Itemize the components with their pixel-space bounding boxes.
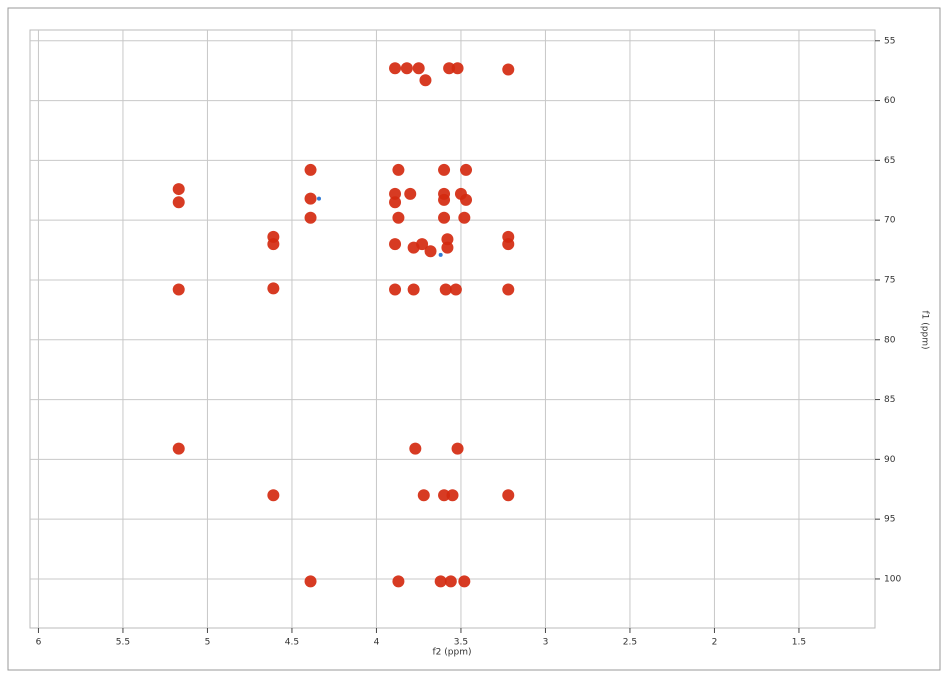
- peak: [172, 196, 185, 209]
- peak: [451, 442, 464, 455]
- peak: [443, 62, 456, 75]
- y-tick-label: 60: [884, 96, 896, 106]
- y-tick-label: 75: [884, 275, 895, 285]
- x-axis-label: f2 (ppm): [433, 648, 472, 658]
- peak: [400, 62, 413, 75]
- peak: [304, 192, 317, 205]
- x-tick-label: 5: [205, 638, 211, 648]
- peak: [458, 575, 471, 588]
- x-tick-label: 4.5: [285, 638, 299, 648]
- peak: [412, 62, 425, 75]
- peak: [172, 442, 185, 455]
- x-tick-label: 3: [543, 638, 549, 648]
- peak: [389, 187, 402, 200]
- peak: [389, 283, 402, 296]
- peak: [407, 283, 420, 296]
- peak: [424, 245, 437, 258]
- y-tick-label: 70: [884, 216, 896, 226]
- peak: [416, 238, 429, 251]
- peak: [444, 575, 457, 588]
- peak: [502, 63, 515, 76]
- peak: [304, 163, 317, 176]
- peak: [304, 211, 317, 224]
- peak: [304, 575, 317, 588]
- peak: [404, 187, 417, 200]
- peak: [389, 62, 402, 75]
- peak: [441, 233, 454, 246]
- peak: [458, 211, 471, 224]
- peak: [389, 238, 402, 251]
- peak: [460, 193, 473, 206]
- peak: [502, 283, 515, 296]
- y-tick-label: 80: [884, 335, 896, 345]
- peak: [502, 238, 515, 251]
- peak: [392, 163, 405, 176]
- peak: [434, 575, 447, 588]
- peak: [172, 183, 185, 196]
- peak: [172, 283, 185, 296]
- x-tick-label: 4: [374, 638, 380, 648]
- x-tick-label: 3.5: [454, 638, 468, 648]
- peak: [417, 489, 430, 502]
- y-tick-label: 85: [884, 395, 895, 405]
- y-tick-label: 95: [884, 515, 895, 525]
- peak: [267, 489, 280, 502]
- plot-area: [29, 29, 876, 629]
- peak: [438, 193, 451, 206]
- peak: [451, 62, 464, 75]
- x-tick-label: 6: [36, 638, 42, 648]
- peak: [438, 252, 443, 257]
- y-axis-label: f1 (ppm): [920, 311, 930, 350]
- peak: [267, 282, 280, 295]
- peak: [316, 196, 321, 201]
- peak: [409, 442, 422, 455]
- peak: [446, 489, 459, 502]
- y-tick-label: 65: [884, 156, 895, 166]
- peak: [419, 74, 432, 87]
- peak: [389, 196, 402, 209]
- peak: [267, 238, 280, 251]
- peak: [392, 211, 405, 224]
- x-tick-label: 2: [712, 638, 718, 648]
- y-tick-label: 90: [884, 455, 896, 465]
- peak: [438, 489, 451, 502]
- peak: [502, 489, 515, 502]
- x-tick-label: 2.5: [623, 638, 637, 648]
- y-tick-label: 55: [884, 36, 895, 46]
- peak: [460, 163, 473, 176]
- peak: [438, 163, 451, 176]
- peak: [441, 241, 454, 254]
- peak: [438, 211, 451, 224]
- peak: [392, 575, 405, 588]
- peak: [439, 283, 452, 296]
- x-tick-label: 1.5: [792, 638, 806, 648]
- x-tick-label: 5.5: [116, 638, 130, 648]
- peak: [449, 283, 462, 296]
- y-tick-label: 100: [884, 574, 901, 584]
